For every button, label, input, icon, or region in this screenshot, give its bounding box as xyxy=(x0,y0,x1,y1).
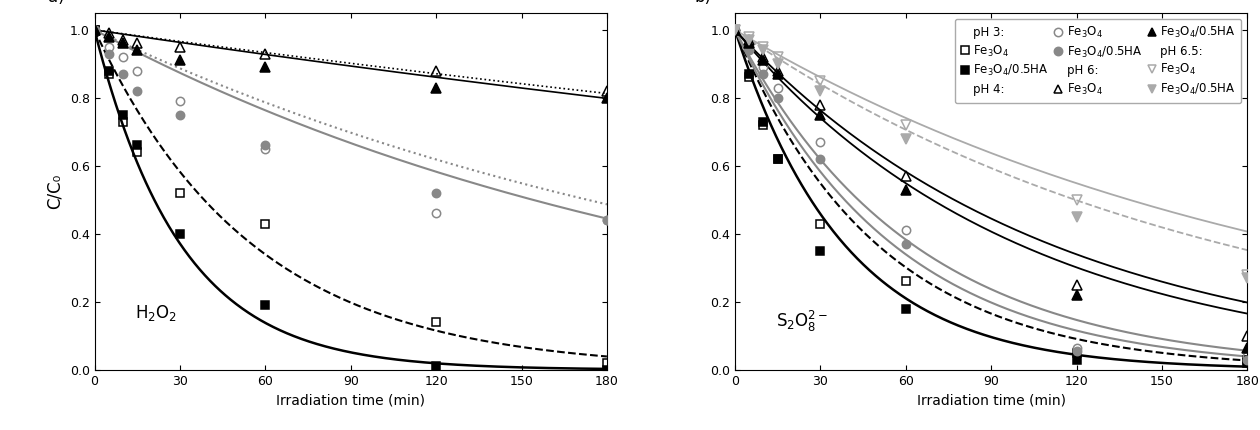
Y-axis label: C/C₀: C/C₀ xyxy=(47,174,64,209)
Text: a): a) xyxy=(48,0,66,6)
X-axis label: Irradiation time (min): Irradiation time (min) xyxy=(917,393,1066,407)
Text: $\mathregular{S_2O_8^{2-}}$: $\mathregular{S_2O_8^{2-}}$ xyxy=(776,309,828,334)
Text: $\mathregular{H_2O_2}$: $\mathregular{H_2O_2}$ xyxy=(136,304,178,323)
X-axis label: Irradiation time (min): Irradiation time (min) xyxy=(276,393,425,407)
Legend: pH 3:, $\mathregular{Fe_3O_4}$, $\mathregular{Fe_3O_4}$/0.5HA, pH 4:, $\mathregu: pH 3:, $\mathregular{Fe_3O_4}$, $\mathre… xyxy=(955,19,1241,103)
Text: b): b) xyxy=(694,0,711,6)
